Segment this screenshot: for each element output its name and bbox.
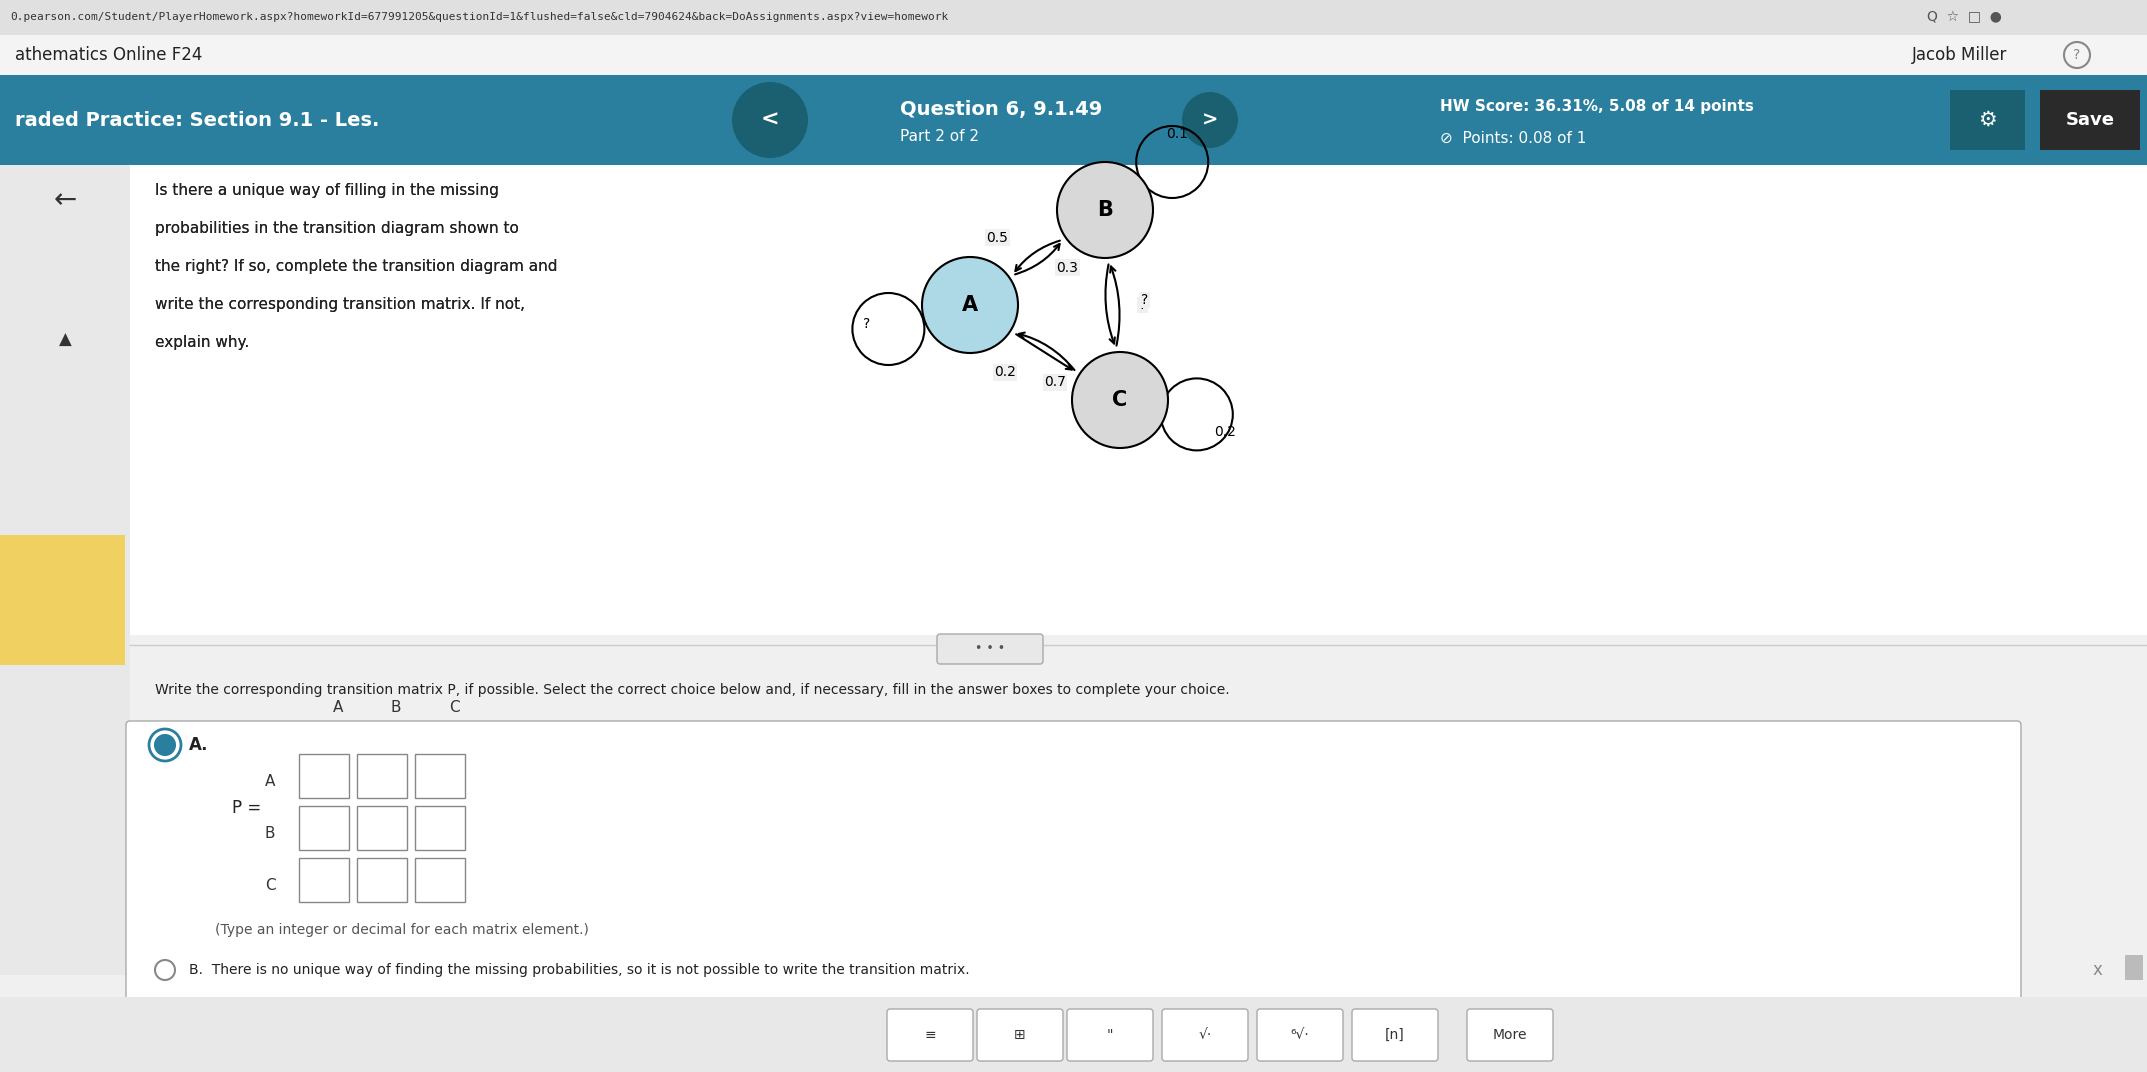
Text: ?: ?	[1140, 293, 1149, 307]
Text: 0.pearson.com/Student/PlayerHomework.aspx?homeworkId=677991205&questionId=1&flus: 0.pearson.com/Student/PlayerHomework.asp…	[11, 13, 949, 23]
Text: P =: P =	[232, 799, 262, 817]
Text: athematics Online F24: athematics Online F24	[15, 46, 202, 64]
FancyBboxPatch shape	[887, 1009, 973, 1061]
Text: √·: √·	[1198, 1028, 1211, 1042]
Text: <: <	[760, 110, 779, 130]
Bar	[356, 806, 408, 850]
Text: A.: A.	[189, 736, 208, 754]
Text: [n]: [n]	[1385, 1028, 1404, 1042]
Text: Jacob Miller: Jacob Miller	[1913, 46, 2007, 64]
Text: ?: ?	[2074, 48, 2080, 62]
Text: Save: Save	[2065, 111, 2115, 129]
Text: 0.2: 0.2	[994, 366, 1016, 379]
Bar	[298, 754, 350, 798]
Text: write the corresponding transition matrix. If not,: write the corresponding transition matri…	[155, 297, 526, 312]
Text: x: x	[2091, 961, 2102, 979]
Text: ←: ←	[54, 187, 77, 214]
FancyBboxPatch shape	[1162, 1009, 1247, 1061]
Text: ⊞: ⊞	[1013, 1028, 1026, 1042]
Text: explain why.: explain why.	[155, 334, 249, 349]
Circle shape	[732, 81, 807, 158]
Text: HW Score: 36.31%, 5.08 of 14 points: HW Score: 36.31%, 5.08 of 14 points	[1441, 99, 1754, 114]
Text: A: A	[333, 700, 344, 715]
Text: Part 2 of 2: Part 2 of 2	[900, 129, 979, 144]
Bar	[0, 535, 125, 665]
Text: 0.2: 0.2	[1213, 426, 1237, 440]
Bar	[1949, 90, 2025, 150]
Text: 0.7: 0.7	[1043, 375, 1065, 389]
Text: 0.5: 0.5	[988, 230, 1009, 244]
Bar	[356, 754, 408, 798]
Bar	[414, 858, 466, 902]
Bar	[356, 858, 408, 902]
FancyBboxPatch shape	[1353, 1009, 1438, 1061]
Text: ≡: ≡	[923, 1028, 936, 1042]
Text: Write the corresponding transition matrix P, if possible. Select the correct cho: Write the corresponding transition matri…	[155, 683, 1230, 697]
Text: ⁶√·: ⁶√·	[1290, 1028, 1310, 1042]
Text: C: C	[264, 878, 275, 893]
Text: C: C	[1112, 390, 1127, 410]
Text: Question 6, 9.1.49: Question 6, 9.1.49	[900, 100, 1101, 119]
Text: >: >	[1202, 110, 1217, 130]
Text: B: B	[391, 700, 401, 715]
Circle shape	[1183, 92, 1239, 148]
Circle shape	[1071, 352, 1168, 448]
Bar	[2040, 90, 2141, 150]
Text: raded Practice: Section 9.1 - Les.: raded Practice: Section 9.1 - Les.	[15, 110, 380, 130]
Text: B: B	[264, 827, 275, 842]
Text: probabilities in the transition diagram shown to: probabilities in the transition diagram …	[155, 221, 520, 236]
Circle shape	[921, 257, 1018, 353]
Bar	[0, 165, 131, 976]
Circle shape	[155, 961, 176, 980]
Text: ⊘  Points: 0.08 of 1: ⊘ Points: 0.08 of 1	[1441, 131, 1587, 146]
Text: ▲: ▲	[58, 331, 71, 349]
Bar	[298, 806, 350, 850]
Text: ?: ?	[863, 317, 870, 331]
FancyBboxPatch shape	[1466, 1009, 1552, 1061]
Bar	[0, 35, 2147, 75]
FancyBboxPatch shape	[936, 634, 1043, 664]
Text: A: A	[264, 774, 275, 789]
Text: More: More	[1492, 1028, 1527, 1042]
Text: probabilities in the transition diagram shown to: probabilities in the transition diagram …	[155, 221, 520, 236]
Bar	[0, 0, 2147, 35]
Bar	[0, 75, 2147, 165]
Text: 0.1: 0.1	[1166, 126, 1187, 142]
Text: write the corresponding transition matrix. If not,: write the corresponding transition matri…	[155, 297, 526, 312]
Bar	[414, 754, 466, 798]
Text: 0.3: 0.3	[1056, 260, 1078, 274]
Text: Is there a unique way of filling in the missing: Is there a unique way of filling in the …	[155, 182, 498, 197]
Text: ?: ?	[1138, 298, 1146, 312]
Text: A: A	[962, 295, 979, 315]
Text: explain why.: explain why.	[155, 334, 249, 349]
Text: B.  There is no unique way of finding the missing probabilities, so it is not po: B. There is no unique way of finding the…	[189, 963, 970, 977]
Text: the right? If so, complete the transition diagram and: the right? If so, complete the transitio…	[155, 258, 558, 273]
Circle shape	[1056, 162, 1153, 258]
Text: C: C	[449, 700, 459, 715]
Bar	[414, 806, 466, 850]
FancyBboxPatch shape	[127, 721, 2020, 1024]
Text: • • •: • • •	[975, 642, 1005, 655]
Text: Q  ☆  □  ●: Q ☆ □ ●	[1928, 11, 2001, 25]
Bar	[2126, 955, 2143, 980]
Text: Is there a unique way of filling in the missing: Is there a unique way of filling in the …	[155, 182, 498, 197]
FancyBboxPatch shape	[1256, 1009, 1344, 1061]
FancyBboxPatch shape	[1067, 1009, 1153, 1061]
Text: ⚙: ⚙	[1977, 110, 1997, 130]
Text: (Type an integer or decimal for each matrix element.): (Type an integer or decimal for each mat…	[215, 923, 588, 937]
Text: the right? If so, complete the transition diagram and: the right? If so, complete the transitio…	[155, 258, 558, 273]
FancyBboxPatch shape	[977, 1009, 1063, 1061]
Text: B: B	[1097, 200, 1112, 220]
Text: ": "	[1106, 1028, 1114, 1042]
Circle shape	[155, 735, 176, 755]
Bar	[298, 858, 350, 902]
Bar	[131, 165, 2147, 635]
Bar	[0, 997, 2147, 1072]
Bar	[0, 165, 2147, 976]
